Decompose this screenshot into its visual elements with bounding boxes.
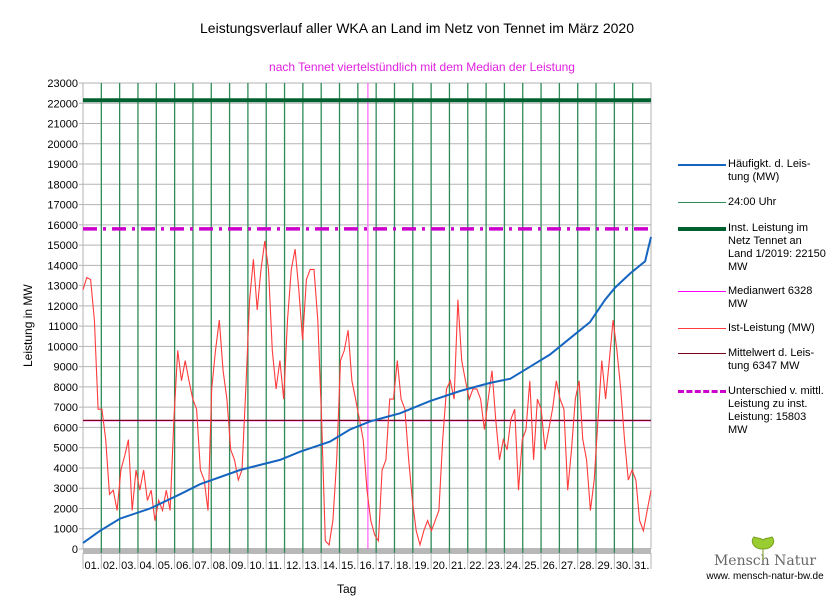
y-tick-label: 8000 [54,382,78,394]
x-axis-label: Tag [337,582,357,596]
chart-subtitle: nach Tennet viertelstündlich mit dem Med… [0,60,834,74]
x-tick-label: 09. [231,560,246,572]
x-tick-label: 20. [433,560,448,572]
y-tick-label: 16000 [47,220,78,232]
x-tick-label: 22. [469,560,484,572]
x-tick-label: 31. [634,560,649,572]
y-tick-label: 7000 [54,402,78,414]
x-tick-label: 23. [488,560,503,572]
x-tick-label: 28. [579,560,594,572]
x-tick-label: 07. [194,560,209,572]
x-tick-label: 12. [286,560,301,572]
y-tick-label: 20000 [47,139,78,151]
x-tick-label: 10. [249,560,264,572]
logo-url: www. mensch-natur-bw.de [706,571,824,582]
x-tick-label: 02. [103,560,118,572]
x-tick-label: 17. [378,560,393,572]
y-tick-label: 12000 [47,301,78,313]
x-tick-label: 05. [158,560,173,572]
y-tick-label: 5000 [54,443,78,455]
y-tick-label: 9000 [54,362,78,374]
x-tick-label: 25. [524,560,539,572]
logo-name: Mensch Natur [713,553,817,569]
y-tick-label: 10000 [47,341,78,353]
x-tick-label: 13. [304,560,319,572]
x-tick-label: 16. [359,560,374,572]
y-tick-label: 14000 [47,260,78,272]
chart-title: Leistungsverlauf aller WKA an Land im Ne… [200,20,634,36]
x-tick-label: 11. [268,560,282,572]
x-tick-label: 29. [598,560,613,572]
x-tick-label: 24. [506,560,521,572]
actual-power-line [82,240,652,548]
y-tick-label: 6000 [54,422,78,434]
y-tick-label: 0 [72,544,78,556]
x-tick-label: 21. [451,560,466,572]
y-tick-label: 15000 [47,240,78,252]
y-tick-label: 21000 [47,119,78,131]
x-tick-label: 19. [414,560,429,572]
x-tick-label: 30. [616,560,631,572]
x-tick-label: 26. [543,560,558,572]
x-tick-label: 27. [561,560,576,572]
x-tick-label: 06. [176,560,191,572]
y-tick-label: 13000 [47,281,78,293]
y-tick-label: 19000 [47,159,78,171]
x-tick-label: 15. [341,560,356,572]
ginkgo-leaf-icon [751,536,775,560]
y-tick-label: 2000 [54,503,78,515]
x-tick-label: 01. [85,560,100,572]
y-tick-label: 3000 [54,483,78,495]
x-tick-label: 14. [323,560,338,572]
y-tick-label: 22000 [47,98,78,110]
x-tick-label: 18. [396,560,411,572]
y-tick-label: 4000 [54,463,78,475]
y-tick-label: 17000 [47,200,78,212]
y-tick-label: 23000 [47,78,78,90]
x-tick-label: 03. [121,560,136,572]
subtitle-text: nach Tennet viertelstündlich mit dem Med… [269,60,575,74]
y-tick-label: 1000 [54,524,78,536]
y-tick-label: 11000 [48,321,78,333]
x-axis-band [83,548,651,554]
y-tick-label: 18000 [47,179,78,191]
x-tick-label: 04. [139,560,154,572]
logo: Mensch Natur www. mensch-natur-bw.de [700,535,830,582]
x-tick-label: 08. [213,560,228,572]
frequency-curve-line [82,236,652,544]
